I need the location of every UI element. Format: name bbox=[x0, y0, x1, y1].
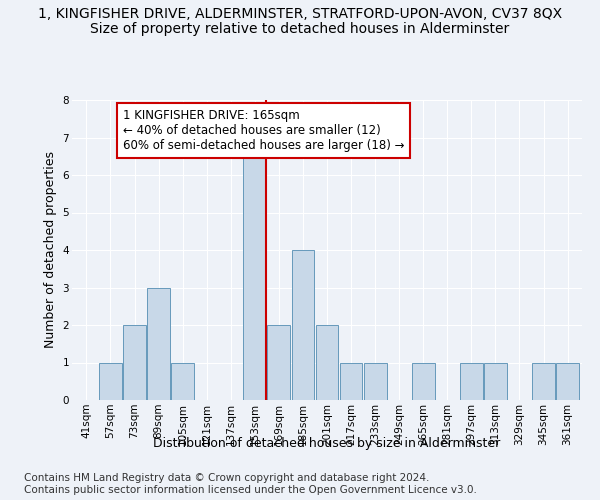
Text: 1 KINGFISHER DRIVE: 165sqm
← 40% of detached houses are smaller (12)
60% of semi: 1 KINGFISHER DRIVE: 165sqm ← 40% of deta… bbox=[122, 110, 404, 152]
Text: Distribution of detached houses by size in Alderminster: Distribution of detached houses by size … bbox=[154, 438, 500, 450]
Bar bbox=[268, 325, 290, 400]
Bar bbox=[147, 288, 170, 400]
Bar bbox=[292, 250, 314, 400]
Bar bbox=[340, 362, 362, 400]
Bar bbox=[460, 362, 483, 400]
Bar bbox=[99, 362, 122, 400]
Bar bbox=[171, 362, 194, 400]
Bar bbox=[412, 362, 434, 400]
Text: Contains HM Land Registry data © Crown copyright and database right 2024.
Contai: Contains HM Land Registry data © Crown c… bbox=[24, 474, 477, 495]
Bar bbox=[244, 138, 266, 400]
Bar bbox=[556, 362, 579, 400]
Text: Size of property relative to detached houses in Alderminster: Size of property relative to detached ho… bbox=[91, 22, 509, 36]
Bar bbox=[484, 362, 507, 400]
Bar bbox=[316, 325, 338, 400]
Bar bbox=[532, 362, 555, 400]
Bar bbox=[123, 325, 146, 400]
Y-axis label: Number of detached properties: Number of detached properties bbox=[44, 152, 57, 348]
Bar bbox=[364, 362, 386, 400]
Text: 1, KINGFISHER DRIVE, ALDERMINSTER, STRATFORD-UPON-AVON, CV37 8QX: 1, KINGFISHER DRIVE, ALDERMINSTER, STRAT… bbox=[38, 8, 562, 22]
